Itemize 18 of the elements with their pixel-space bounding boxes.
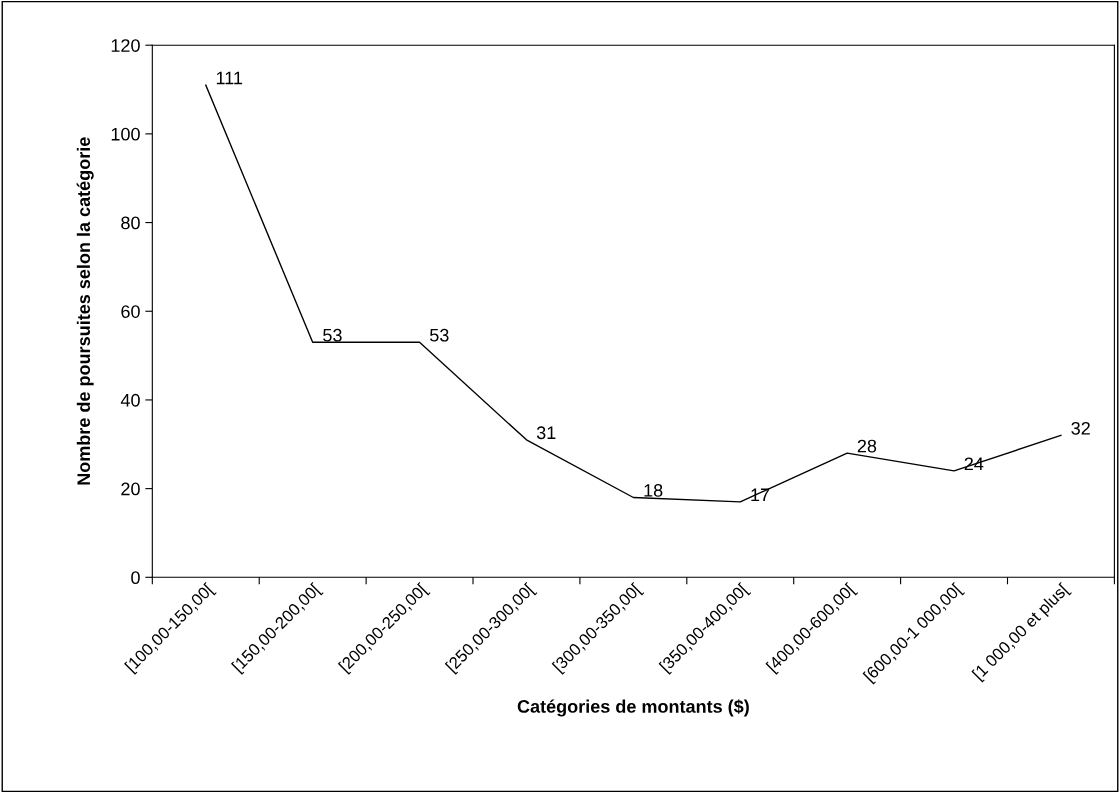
line-series — [205, 84, 1062, 503]
y-tick-label: 60 — [121, 305, 140, 318]
y-tick-label: 100 — [111, 127, 140, 141]
x-axis-title: Catégories de montants ($) — [517, 699, 749, 717]
data-label: 53 — [323, 328, 342, 342]
data-label: 18 — [644, 483, 663, 497]
data-label: 111 — [216, 71, 243, 85]
y-tick-label: 120 — [111, 39, 140, 52]
data-label: 53 — [430, 328, 449, 342]
y-tick-label: 80 — [121, 216, 140, 230]
y-axis-title: Nombre de poursuites selon la catégorie — [76, 137, 94, 485]
data-label: 31 — [536, 426, 556, 440]
y-tick-label: 0 — [131, 571, 140, 585]
y-tick-label: 40 — [120, 393, 140, 407]
data-label: 28 — [857, 439, 877, 453]
y-tick-label: 20 — [121, 482, 140, 496]
data-label: 17 — [751, 488, 770, 502]
data-label: 32 — [1071, 421, 1090, 435]
